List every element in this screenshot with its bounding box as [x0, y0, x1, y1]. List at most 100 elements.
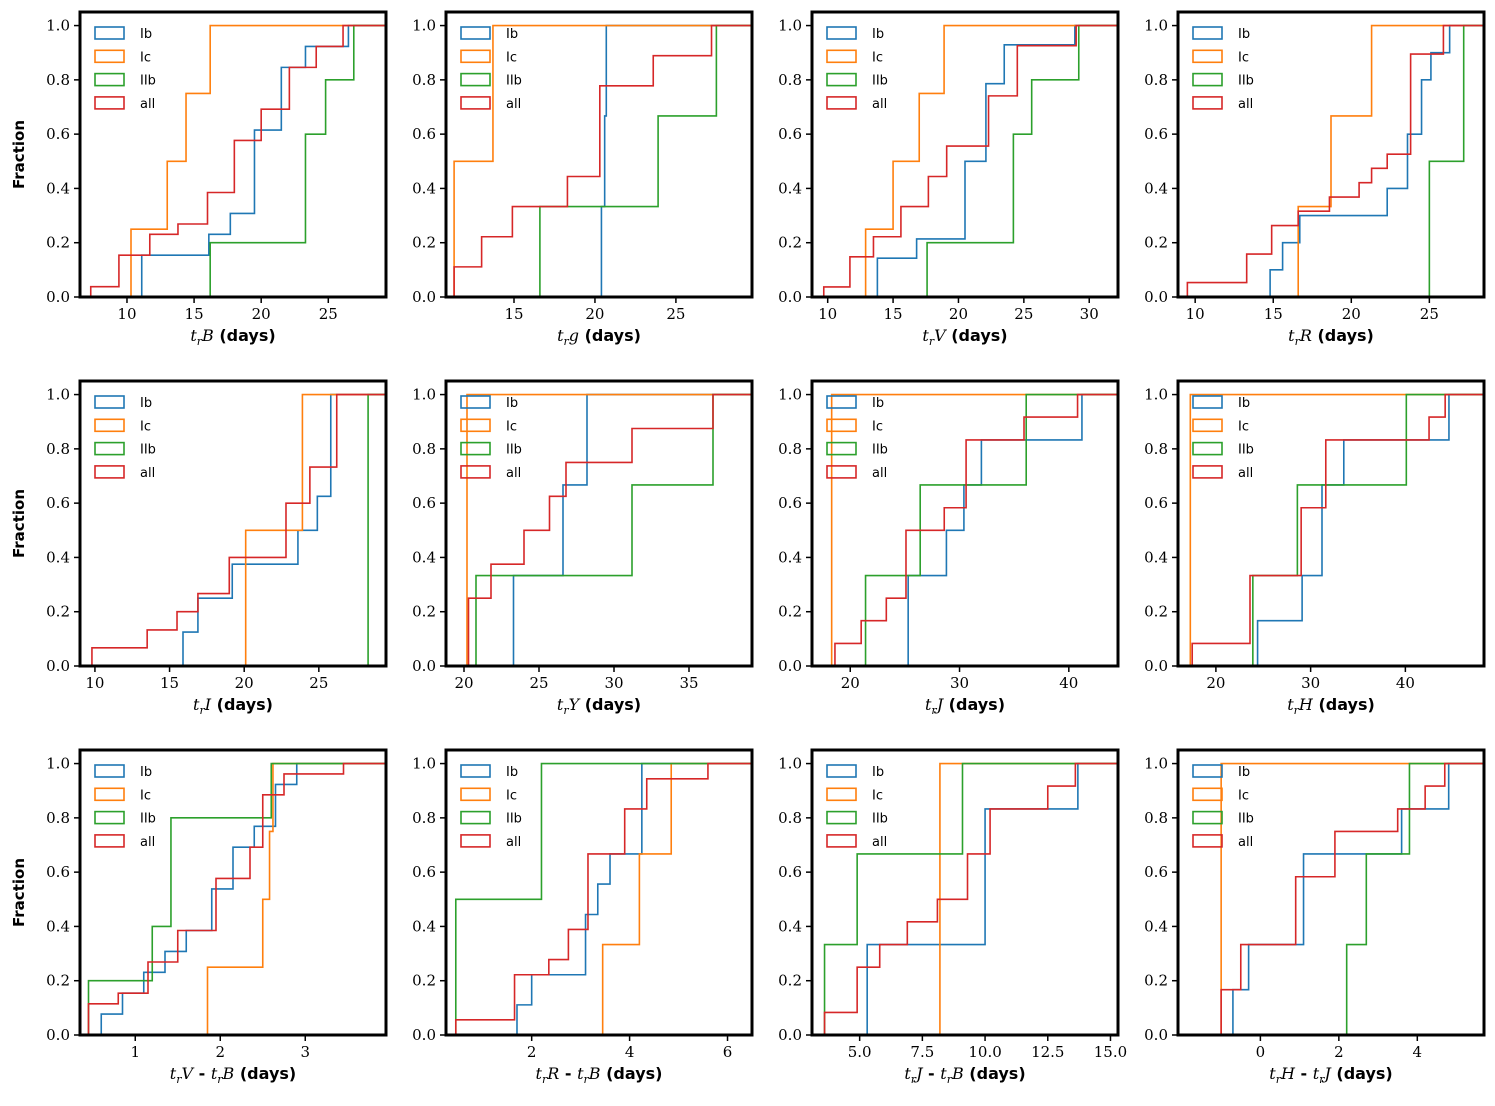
- y-tick-label: 0.6: [778, 494, 802, 512]
- legend-label-ic: Ic: [506, 419, 517, 434]
- y-axis-label: Fraction: [10, 120, 28, 189]
- y-tick-label: 0.4: [412, 917, 436, 935]
- y-tick-label: 0.2: [412, 234, 436, 252]
- y-tick-label: 0.4: [1144, 179, 1168, 197]
- y-tick-label: 0.4: [46, 917, 70, 935]
- x-tick-label: 30: [1080, 305, 1099, 323]
- series-line-ic: [466, 393, 752, 666]
- series-group: [91, 393, 386, 666]
- x-tick-label: 15: [160, 674, 179, 692]
- legend-label-all: all: [140, 835, 155, 850]
- x-tick-label: 10: [85, 674, 104, 692]
- series-line-all: [822, 24, 1118, 297]
- chart-panel-2: 15 20 25 0.0 0.2 0.4 0.6 0.8 1.0 trg (days) Ib Ic II…: [412, 10, 754, 348]
- x-axis-label: trJ (days): [925, 695, 1005, 717]
- x-tick-label: 20: [1206, 674, 1225, 692]
- series-line-ic: [601, 762, 752, 1035]
- series-line-ib: [516, 762, 752, 1035]
- legend-label-ic: Ic: [140, 419, 151, 434]
- legend-label-all: all: [1238, 97, 1253, 112]
- legend-swatch-all: [826, 834, 857, 848]
- series-line-all: [89, 24, 386, 297]
- legend-swatch-ic: [460, 418, 491, 433]
- y-tick-label: 1.0: [1144, 17, 1168, 35]
- legend-label-ic: Ic: [1238, 50, 1249, 65]
- x-tick-label: 4: [1413, 1043, 1423, 1061]
- legend-label-ib: Ib: [1238, 27, 1250, 42]
- series-line-all: [87, 762, 386, 1035]
- series-line-all: [453, 24, 752, 297]
- legend-label-ib: Ib: [506, 396, 518, 411]
- legend-label-ic: Ic: [872, 50, 883, 65]
- y-tick-label: 0.6: [778, 125, 802, 143]
- series-group: [87, 762, 386, 1035]
- legend-label-ib: Ib: [872, 27, 884, 42]
- y-axis-label: Fraction: [10, 489, 28, 558]
- legend-swatch-iib: [826, 441, 857, 456]
- y-tick-label: 0.0: [778, 288, 802, 306]
- x-tick-label: 2: [1334, 1043, 1344, 1061]
- series-line-all: [1220, 762, 1484, 1035]
- series-group: [1186, 24, 1484, 297]
- y-tick-label: 0.0: [1144, 1026, 1168, 1044]
- y-tick-label: 0.8: [46, 809, 70, 827]
- legend-swatch-iib: [826, 810, 857, 825]
- chart-panel-12: 0 2 4 0.0 0.2 0.4 0.6 0.8 1.0 trH - trJ (days) Ib I…: [1144, 748, 1486, 1086]
- series-group: [453, 24, 752, 297]
- legend-label-iib: IIb: [140, 812, 156, 827]
- y-tick-label: 1.0: [778, 755, 802, 773]
- legend-label-ic: Ic: [872, 788, 883, 803]
- legend-label-ic: Ic: [872, 419, 883, 434]
- legend-label-ic: Ic: [506, 50, 517, 65]
- series-line-iib: [539, 24, 752, 297]
- axes-frame: [444, 10, 754, 299]
- legend-swatch-iib: [1192, 810, 1223, 825]
- y-tick-label: 0.4: [1144, 917, 1168, 935]
- legend-label-ib: Ib: [1238, 396, 1250, 411]
- x-tick-label: 12.5: [1031, 1043, 1064, 1061]
- x-tick-label: 10.0: [968, 1043, 1001, 1061]
- y-tick-label: 0.4: [46, 179, 70, 197]
- series-line-iib: [1428, 24, 1484, 297]
- legend-swatch-ib: [94, 26, 125, 40]
- series-line-ic: [453, 24, 752, 297]
- legend-swatch-ib: [826, 395, 857, 409]
- y-tick-label: 0.6: [1144, 494, 1168, 512]
- legend-swatch-ib: [460, 395, 491, 409]
- legend-label-all: all: [872, 97, 887, 112]
- series-group: [823, 762, 1118, 1035]
- x-tick-label: 15: [504, 305, 523, 323]
- y-tick-label: 0.2: [412, 972, 436, 990]
- x-tick-label: 20: [1342, 305, 1361, 323]
- chart-panel-1: 10 15 20 25 0.0 0.2 0.4 0.6 0.8 1.0 trB (days) Frac…: [10, 10, 388, 348]
- legend-label-all: all: [506, 835, 521, 850]
- axes-frame: [810, 379, 1120, 668]
- series-line-iib: [209, 24, 386, 297]
- legend-swatch-ib: [460, 764, 491, 778]
- chart-panel-11: 5.0 7.5 10.0 12.5 15.0 0.0 0.2 0.4 0.6 0.8 1.0 trJ …: [778, 748, 1127, 1086]
- y-tick-label: 0.8: [1144, 71, 1168, 89]
- y-tick-label: 0.2: [1144, 972, 1168, 990]
- y-tick-label: 0.0: [778, 1026, 802, 1044]
- series-line-iib: [823, 762, 1118, 1035]
- series-line-iib: [454, 762, 752, 1035]
- x-tick-label: 10: [117, 305, 136, 323]
- series-line-ib: [600, 24, 752, 297]
- legend-label-iib: IIb: [872, 812, 888, 827]
- axes-frame: [78, 379, 388, 668]
- series-line-ic: [864, 24, 1118, 297]
- y-tick-label: 0.2: [46, 972, 70, 990]
- chart-panel-3: 10 15 20 25 30 0.0 0.2 0.4 0.6 0.8 1.0 trV (days) Ib…: [778, 10, 1120, 348]
- legend-swatch-ic: [460, 787, 491, 802]
- x-axis-label: trV (days): [922, 326, 1007, 348]
- y-tick-label: 0.4: [778, 917, 802, 935]
- legend-swatch-ib: [1192, 395, 1223, 409]
- legend-swatch-ib: [826, 26, 857, 40]
- legend-label-ib: Ib: [506, 765, 518, 780]
- y-tick-label: 0.4: [412, 179, 436, 197]
- series-line-all: [467, 393, 752, 666]
- series-line-ic: [206, 762, 386, 1035]
- x-tick-label: 25: [309, 674, 328, 692]
- legend-label-iib: IIb: [506, 443, 522, 458]
- legend-label-all: all: [1238, 835, 1253, 850]
